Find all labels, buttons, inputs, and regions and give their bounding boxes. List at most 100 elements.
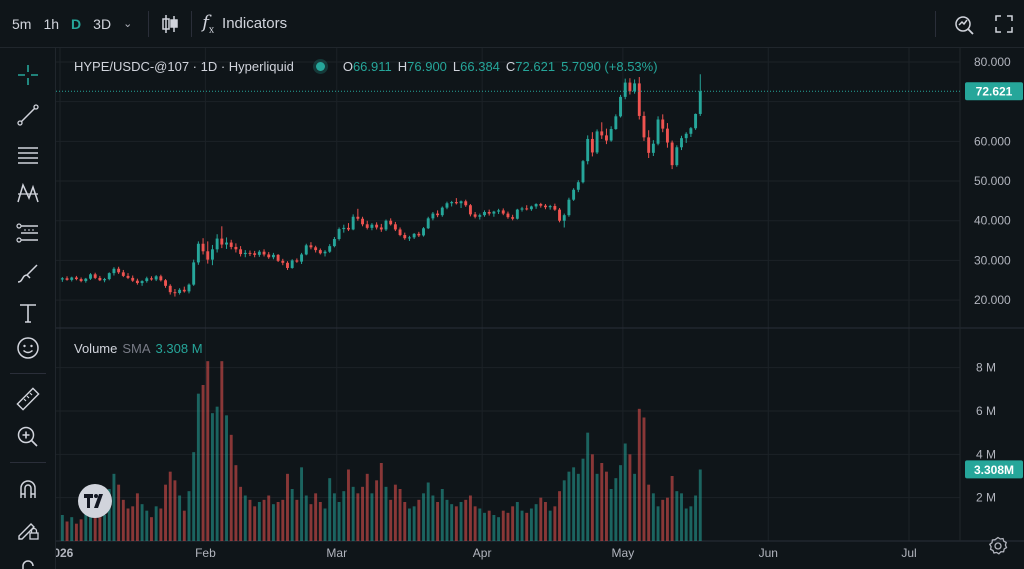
- candle-body: [164, 280, 167, 286]
- candle-body: [684, 133, 688, 139]
- trend-line-icon[interactable]: [13, 100, 43, 130]
- volume-bar: [694, 495, 698, 541]
- volume-sma-label: 3.308M: [974, 463, 1014, 477]
- candle-body: [103, 279, 107, 281]
- volume-bar: [314, 493, 318, 541]
- brush-icon[interactable]: [13, 258, 43, 288]
- volume-bar: [651, 493, 655, 541]
- candle-body: [548, 206, 552, 208]
- volume-bar: [89, 499, 92, 541]
- candle-body: [131, 277, 135, 281]
- settings-icon[interactable]: [988, 536, 1008, 556]
- volume-bar: [253, 506, 257, 541]
- candle-body: [351, 216, 355, 230]
- time-tick-label: Apr: [473, 546, 492, 560]
- candle-body: [665, 128, 669, 143]
- candle-body: [201, 243, 205, 252]
- candle-body: [286, 262, 289, 268]
- timeframe-5m[interactable]: 5m: [12, 15, 32, 32]
- tradingview-logo[interactable]: [78, 484, 112, 518]
- volume-bar: [74, 523, 78, 541]
- volume-bar: [131, 506, 135, 541]
- candle-body: [243, 252, 247, 255]
- alert-icon[interactable]: [944, 4, 984, 44]
- candle-body: [365, 224, 369, 228]
- timeframe-1h[interactable]: 1h: [43, 15, 60, 32]
- symbol-title[interactable]: HYPE/USDC-@107 · 1D · Hyperliquid: [74, 59, 294, 74]
- candle-body: [492, 211, 496, 214]
- candle-body: [107, 273, 111, 280]
- zoom-in-icon[interactable]: [13, 422, 43, 452]
- candle-body: [567, 199, 571, 216]
- volume-bar: [328, 478, 332, 541]
- volume-label[interactable]: Volume: [74, 341, 118, 356]
- emoji-icon[interactable]: [13, 333, 43, 363]
- volume-bar: [262, 499, 266, 541]
- candle-body: [229, 242, 233, 247]
- candle-body: [234, 246, 238, 250]
- indicators-button[interactable]: fx Indicators: [202, 12, 287, 36]
- candle-body: [356, 216, 360, 219]
- volume-bar: [515, 502, 519, 541]
- volume-bar: [464, 499, 468, 541]
- magnet-icon[interactable]: [13, 474, 43, 504]
- pattern-icon[interactable]: [13, 178, 43, 208]
- crosshair-icon[interactable]: [13, 60, 43, 90]
- candle-body: [121, 272, 125, 276]
- candle-body: [497, 210, 501, 212]
- volume-bar: [173, 480, 177, 541]
- volume-bar: [407, 508, 411, 541]
- volume-bar: [656, 506, 660, 541]
- horizontal-lines-icon[interactable]: [13, 140, 43, 170]
- fib-icon[interactable]: [13, 218, 43, 248]
- candle-body: [431, 213, 435, 219]
- candle-body: [145, 278, 149, 282]
- volume-bar: [403, 502, 407, 541]
- toolbar-divider: [148, 10, 150, 37]
- time-tick-label: Feb: [195, 546, 216, 560]
- volume-bar: [680, 493, 683, 541]
- candle-body: [304, 245, 308, 255]
- fullscreen-icon[interactable]: [984, 4, 1024, 44]
- candle-body: [403, 235, 407, 239]
- chevron-down-icon[interactable]: ⌄: [123, 18, 133, 30]
- volume-bar: [459, 502, 463, 541]
- candle-body: [609, 129, 613, 141]
- candle-body: [389, 220, 393, 225]
- price-chart[interactable]: 72.621 3.308M 80.000 60.000 50.000 40.000 30.0…: [56, 48, 1024, 569]
- change-value: 5.7090 (+8.53%): [561, 59, 658, 74]
- ruler-icon[interactable]: [13, 384, 43, 414]
- candle-body: [271, 254, 275, 258]
- volume-bar: [605, 471, 608, 541]
- candle-body: [140, 281, 144, 284]
- candle-body: [215, 238, 219, 250]
- volume-bar: [98, 517, 102, 541]
- candles-icon[interactable]: [159, 13, 181, 35]
- volume-bar: [576, 473, 580, 541]
- candle-body: [633, 83, 637, 92]
- lock-pencil-icon[interactable]: [13, 514, 43, 544]
- candle-body: [506, 213, 510, 218]
- volume-bar: [243, 495, 247, 541]
- toolbar-divider: [935, 11, 936, 37]
- candle-body: [70, 277, 74, 280]
- top-right-tools: [935, 0, 1024, 48]
- candle-body: [267, 254, 271, 258]
- volume-bar: [525, 512, 529, 541]
- low-value: 66.384: [460, 59, 500, 74]
- lock-icon[interactable]: [13, 552, 43, 569]
- candle-body: [468, 205, 472, 215]
- timeframe-3d[interactable]: 3D: [93, 15, 112, 32]
- candle-body: [93, 274, 97, 278]
- candle-body: [586, 138, 590, 162]
- volume-bar: [665, 497, 669, 541]
- text-icon[interactable]: [13, 298, 43, 328]
- candle-body: [520, 208, 524, 210]
- timeframe-d[interactable]: D: [71, 15, 82, 32]
- high-key: H: [397, 59, 408, 74]
- candle-body: [225, 242, 228, 245]
- candle-body: [379, 227, 383, 230]
- candle-body: [619, 96, 622, 117]
- volume-bar: [454, 506, 458, 541]
- volume-bar: [647, 484, 651, 541]
